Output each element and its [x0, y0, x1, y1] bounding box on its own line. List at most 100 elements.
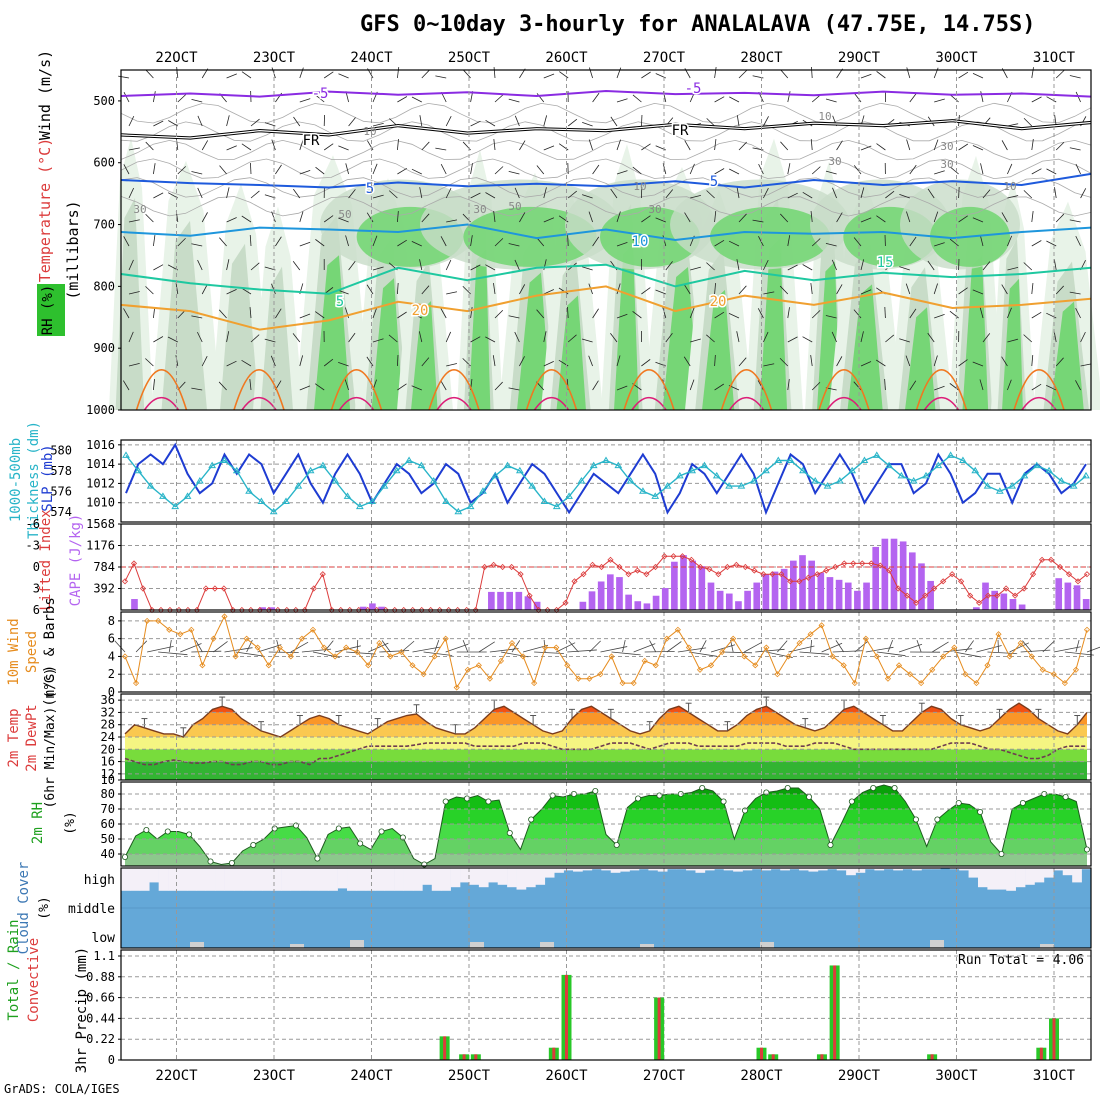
- lifted-index-point: [733, 561, 740, 568]
- cape-bar: [497, 591, 504, 610]
- wind-barb: [1046, 384, 1057, 391]
- wind-barb: [1069, 219, 1081, 223]
- wind-barb: [933, 211, 939, 223]
- wind-barb: [927, 260, 935, 271]
- wind-barb: [275, 308, 282, 319]
- temp-axis-label: 2m Temp: [6, 708, 22, 767]
- wind-speed-point: [796, 640, 803, 647]
- rh-point: [635, 795, 642, 802]
- wind-barb: [1031, 168, 1042, 175]
- wind-barb: [271, 139, 276, 151]
- wind-barb: [514, 187, 520, 199]
- rh-point: [806, 794, 813, 801]
- cape-bar: [744, 590, 751, 610]
- temp-tick-label: 28: [101, 718, 115, 732]
- wind-barb-10m: [511, 640, 521, 653]
- wind-barb-10m: [423, 651, 453, 656]
- cape-bar: [369, 603, 376, 610]
- wind-barb: [536, 93, 545, 103]
- rh-point: [271, 825, 278, 832]
- wind-barb-10m: [147, 645, 174, 653]
- cape-bar: [835, 579, 843, 610]
- lifted-index-point: [499, 563, 506, 571]
- wind-barb: [299, 385, 311, 391]
- wind-barb: [958, 143, 969, 151]
- wind-barb: [810, 211, 813, 223]
- hum-band: [125, 854, 1087, 866]
- lifted-index-point: [517, 571, 524, 578]
- wind-speed-point: [663, 635, 670, 642]
- wind-barb: [632, 311, 642, 319]
- temp-contour-30: [338, 396, 375, 411]
- rh-point: [848, 798, 855, 805]
- thickness-point: [1045, 466, 1053, 474]
- wind-speed-point: [840, 662, 847, 669]
- axis-label: (%): [37, 896, 52, 919]
- contour-label: 5: [336, 294, 344, 310]
- wind-barb: [494, 309, 504, 319]
- temperature-axis-label: Temperature (°C): [36, 138, 54, 283]
- li-tick-label: 0: [33, 560, 40, 574]
- rh-contour: [120, 158, 1092, 180]
- temp-contour: [120, 285, 1092, 331]
- date-label-bottom: 27OCT: [643, 1068, 686, 1084]
- wind-barb: [197, 259, 203, 271]
- wind-barb: [811, 310, 821, 319]
- wind-barb: [445, 331, 452, 343]
- wind-barb: [299, 211, 304, 223]
- lifted-index-point: [787, 578, 794, 585]
- thickness-point: [626, 477, 635, 484]
- thickness-axis-label-1: 1000-500mb: [8, 438, 24, 522]
- high-cloud-gap: [525, 868, 536, 888]
- temp-band: [125, 749, 1087, 762]
- wind-barb: [958, 359, 968, 367]
- date-label-top: 30OCT: [935, 50, 978, 66]
- lifted-index-point: [751, 567, 758, 574]
- lifted-index-axis-label: Lifted Index: [38, 509, 54, 610]
- wind-barb: [440, 236, 447, 247]
- wind-speed-point: [1083, 626, 1091, 633]
- wind-barb: [250, 162, 252, 175]
- wind-barb: [201, 356, 208, 367]
- wind-barb: [1069, 291, 1081, 295]
- wind-speed-point: [121, 653, 129, 660]
- wind-barb: [397, 282, 399, 295]
- high-cloud-gap: [252, 868, 263, 891]
- wind-barb: [1053, 331, 1057, 343]
- thickness-point: [1082, 471, 1090, 479]
- cape-bar: [780, 568, 788, 610]
- wind-speed-point: [862, 635, 869, 642]
- temp-line: [124, 702, 1088, 738]
- wind-speed-line: [124, 615, 1088, 689]
- wind-barb: [758, 163, 764, 175]
- lifted-index-point: [589, 561, 596, 568]
- wind-barb: [616, 355, 621, 367]
- wind-barb: [421, 357, 430, 367]
- wind-barb: [1031, 96, 1042, 103]
- wind-barb: [616, 139, 621, 151]
- precip-convective-bar: [820, 1054, 824, 1060]
- wind-barb: [145, 358, 154, 367]
- thickness-point: [208, 461, 217, 469]
- wind-barb: [588, 211, 593, 223]
- wind-barb: [802, 191, 813, 199]
- wind-barb: [508, 387, 520, 391]
- low-cloud-gap: [540, 942, 554, 948]
- high-cloud-gap: [535, 868, 546, 885]
- wind-barb: [145, 69, 154, 79]
- date-label-top: 22OCT: [155, 50, 198, 66]
- wind-speed-point: [641, 657, 648, 664]
- high-cloud-gap: [1062, 868, 1073, 876]
- rh-contour-label: 30: [940, 158, 953, 171]
- wind-barb: [787, 192, 798, 199]
- wind-barb: [249, 234, 252, 247]
- rh-shade-80: [1050, 301, 1084, 410]
- lifted-index-point: [958, 578, 965, 585]
- date-label-top: 26OCT: [545, 50, 588, 66]
- wind-barb: [982, 333, 991, 343]
- cape-bar: [881, 538, 889, 610]
- wind-barb: [787, 91, 791, 103]
- wind-barb: [581, 338, 593, 343]
- wind-barb: [592, 308, 599, 319]
